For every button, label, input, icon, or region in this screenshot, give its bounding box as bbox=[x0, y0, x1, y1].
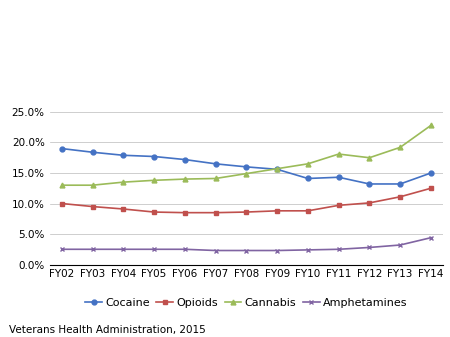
Cocaine bbox=[397, 182, 403, 186]
Opioids bbox=[244, 210, 249, 214]
Cannabis bbox=[336, 152, 342, 156]
Cocaine bbox=[244, 165, 249, 169]
Cannabis bbox=[151, 178, 157, 182]
Cannabis bbox=[59, 183, 64, 187]
Cannabis bbox=[121, 180, 126, 184]
Cannabis bbox=[182, 177, 188, 181]
Cocaine bbox=[59, 147, 64, 151]
Amphetamines bbox=[213, 248, 218, 252]
Amphetamines bbox=[59, 247, 64, 251]
Opioids bbox=[90, 205, 95, 209]
Amphetamines bbox=[121, 247, 126, 251]
Cannabis bbox=[90, 183, 95, 187]
Text: Veterans Health Administration, 2015: Veterans Health Administration, 2015 bbox=[9, 325, 206, 335]
Cocaine bbox=[151, 154, 157, 158]
Line: Amphetamines: Amphetamines bbox=[59, 235, 433, 253]
Cocaine bbox=[182, 157, 188, 161]
Opioids bbox=[182, 211, 188, 215]
Amphetamines bbox=[151, 247, 157, 251]
Line: Cocaine: Cocaine bbox=[59, 146, 433, 186]
Opioids bbox=[213, 211, 218, 215]
Cocaine bbox=[428, 171, 434, 175]
Opioids bbox=[59, 202, 64, 206]
Amphetamines bbox=[244, 248, 249, 252]
Cocaine bbox=[274, 167, 280, 171]
Opioids bbox=[336, 203, 342, 207]
Cocaine bbox=[121, 153, 126, 157]
Opioids bbox=[151, 210, 157, 214]
Legend: Cocaine, Opioids, Cannabis, Amphetamines: Cocaine, Opioids, Cannabis, Amphetamines bbox=[81, 294, 412, 312]
Cannabis bbox=[213, 177, 218, 181]
Opioids bbox=[367, 201, 372, 205]
Opioids bbox=[121, 207, 126, 211]
Line: Opioids: Opioids bbox=[59, 186, 433, 215]
Cocaine bbox=[90, 150, 95, 154]
Amphetamines bbox=[367, 245, 372, 249]
Opioids bbox=[274, 209, 280, 213]
Cannabis bbox=[305, 162, 310, 166]
Opioids bbox=[397, 195, 403, 199]
Cannabis bbox=[367, 156, 372, 160]
Line: Cannabis: Cannabis bbox=[59, 123, 433, 188]
Amphetamines bbox=[182, 247, 188, 251]
Amphetamines bbox=[305, 248, 310, 252]
Opioids bbox=[428, 186, 434, 190]
Amphetamines bbox=[397, 243, 403, 247]
Amphetamines bbox=[274, 248, 280, 252]
Cocaine bbox=[305, 177, 310, 181]
Amphetamines bbox=[90, 247, 95, 251]
Cannabis bbox=[274, 167, 280, 171]
Cannabis bbox=[397, 145, 403, 149]
Cocaine bbox=[336, 175, 342, 179]
Cannabis bbox=[428, 123, 434, 127]
Cocaine bbox=[367, 182, 372, 186]
Amphetamines bbox=[428, 236, 434, 240]
Cannabis bbox=[244, 172, 249, 176]
Cocaine bbox=[213, 162, 218, 166]
Amphetamines bbox=[336, 247, 342, 251]
Text: Trends in Rates of Past-Year SUD Diagnoses
by Drug among Veterans with PTSD & SU: Trends in Rates of Past-Year SUD Diagnos… bbox=[44, 17, 406, 74]
Opioids bbox=[305, 209, 310, 213]
